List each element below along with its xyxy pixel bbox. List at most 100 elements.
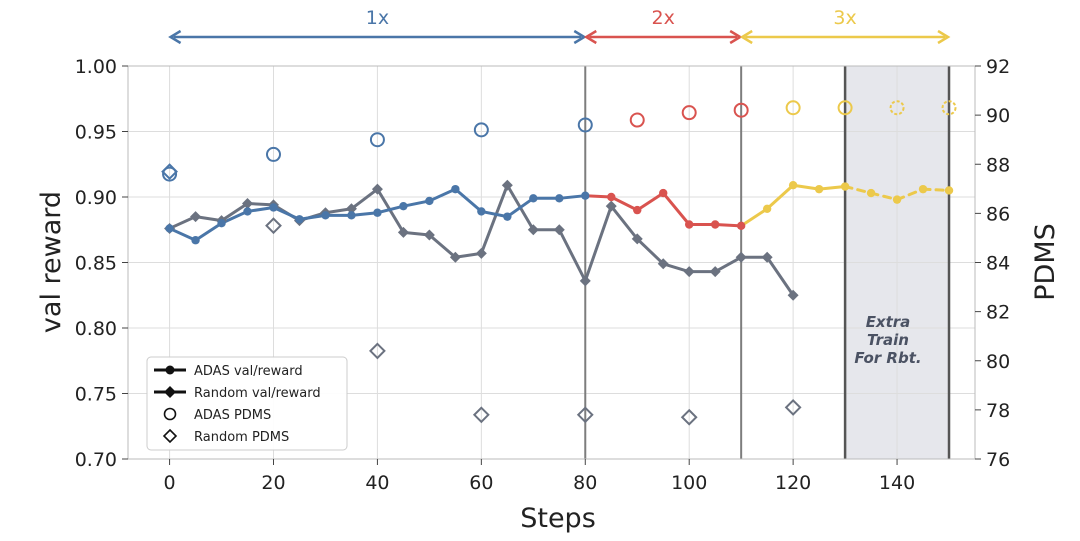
adas-val-reward-point [685,220,694,229]
adas-val-reward-point [321,211,330,220]
adas-val-reward-point [710,220,720,229]
x-axis-ticks: 0 20 40 60 80 100 120 140 [164,459,915,494]
adas-val-reward-point [295,215,304,224]
random-val-reward-point [345,203,357,215]
series-adas-val-reward-segment [557,194,587,200]
adas-val-reward-point [788,181,798,190]
x-tick-label: 120 [775,472,811,494]
series-adas-val-reward-segment [349,211,379,217]
phase-label: 2x [652,7,675,29]
y2-tick-label: 80 [986,351,1010,373]
x-tick-label: 80 [573,472,597,494]
adas-val-reward-point [347,211,356,220]
adas-val-reward-point [814,184,824,194]
svg-text:Random PDMS: Random PDMS [194,430,289,445]
random-val-reward-point [709,266,721,278]
series-adas-val-reward-segment [661,191,691,227]
phase-arrow-head-left [168,29,182,45]
series-adas-val-reward-segment [765,183,795,211]
x-tick-label: 140 [879,472,915,494]
series-adas-val-reward-segment [168,226,198,242]
adas-val-reward-point [633,205,642,215]
adas-val-reward-point [659,188,668,198]
shade-label-line-1: Extra [866,313,911,331]
adas-pdms-point [681,105,697,121]
phase-arrow-head-left [739,29,753,45]
adas-val-reward-point [581,191,590,200]
legend-item-adas-val-reward: ADAS val/reward [154,364,303,379]
random-val-reward-point [475,247,487,259]
y2-tick-label: 78 [986,400,1010,422]
random-pdms-point [161,163,178,181]
adas-val-reward-point [477,207,486,216]
legend: ADAS val/reward Random val/reward ADAS P… [146,356,348,451]
legend-item-random-pdms: Random PDMS [162,428,289,445]
y-tick-label: 0.75 [75,384,117,406]
series-adas-val-reward-segment [194,221,224,242]
series-adas-val-reward-segment [375,204,405,215]
y-tick-label: 0.95 [75,122,117,144]
phase-label: 3x [833,7,856,29]
adas-pdms-point [473,122,489,138]
svg-text:ADAS PDMS: ADAS PDMS [194,408,271,423]
y-axis-ticks: 0.70 0.75 0.80 0.85 0.90 0.95 1.00 [75,56,128,471]
adas-val-reward-point [736,221,746,231]
random-pdms-point [369,342,386,360]
x-tick-label: 0 [164,472,176,494]
adas-pdms-point [162,166,178,182]
shade-label-line-2: Train [867,331,909,349]
random-val-reward-point [579,275,591,287]
random-val-reward-point [397,226,409,238]
random-val-reward-point [423,229,435,241]
adas-pdms-point [733,102,749,118]
adas-pdms-point [265,146,281,162]
random-pdms-point [680,408,698,426]
adas-val-reward-point [269,203,278,212]
y2-tick-label: 84 [986,253,1010,275]
series-adas-val-reward-segment [453,187,483,213]
phase-arrow-3x: 3x [739,7,951,45]
adas-val-reward-point [217,219,226,228]
random-pdms-point [472,406,490,424]
y-tick-label: 0.70 [75,449,117,471]
series-adas-val-reward-segment [817,185,847,191]
adas-val-reward-point [762,204,772,213]
random-val-reward-point [242,198,254,210]
random-val-reward-point [501,179,513,191]
svg-text:Random val/reward: Random val/reward [194,386,321,401]
shaded-region-label: Extra Train For Rbt. [854,313,921,367]
series-adas-val-reward-segment [401,199,431,208]
y-tick-label: 0.90 [75,187,117,209]
y2-tick-label: 82 [986,302,1010,324]
y-tick-label: 0.85 [75,253,117,275]
y2-tick-label: 92 [986,56,1010,78]
x-tick-label: 100 [671,472,707,494]
adas-val-reward-point [425,196,434,206]
x-tick-label: 20 [261,472,285,494]
y-tick-label: 0.80 [75,318,117,340]
y-axis-title: val reward [36,191,67,333]
random-val-reward-point [761,251,773,263]
adas-val-reward-point [529,194,538,203]
series-adas-val-reward-segment [921,187,951,192]
random-pdms-point [784,399,802,416]
adas-val-reward-point [840,182,850,191]
adas-pdms-point [785,100,801,116]
series-adas-val-reward-segment [609,195,639,212]
y2-tick-label: 86 [986,203,1010,225]
adas-val-reward-point [892,195,902,204]
adas-pdms-point [369,132,385,148]
y2-axis-ticks: 76 78 80 82 84 86 88 90 92 [975,56,1010,471]
phase-arrow-head-right [937,29,951,45]
random-val-reward-point [449,251,461,263]
series-adas-val-reward-segment [479,209,509,219]
phase-arrows: 1x 2x 3x [168,7,951,45]
adas-pdms-point [629,112,645,128]
shade-label-line-3: For Rbt. [854,349,921,367]
adas-val-reward-point [191,236,200,245]
x-tick-label: 40 [365,472,389,494]
phase-arrow-head-left [583,29,597,45]
random-val-reward-point [605,200,617,212]
adas-val-reward-point [243,207,252,216]
series-adas-val-reward-segment [505,196,535,219]
